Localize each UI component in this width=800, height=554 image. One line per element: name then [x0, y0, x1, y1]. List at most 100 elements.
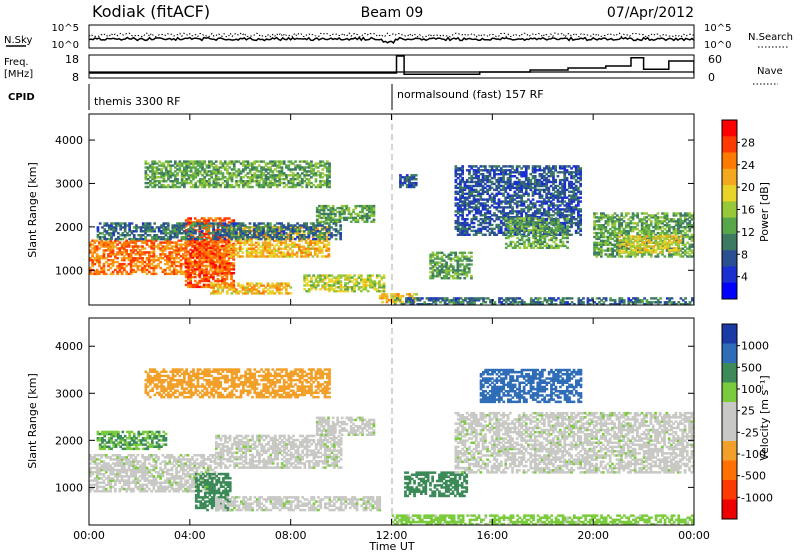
power-cell — [415, 182, 418, 184]
power-cell — [228, 244, 231, 246]
power-cell — [285, 184, 288, 186]
power-cell — [470, 218, 473, 220]
power-cell — [455, 226, 458, 228]
power-cell — [214, 217, 217, 219]
power-cell — [189, 272, 192, 274]
power-cell — [116, 247, 119, 249]
power-cell — [529, 214, 532, 216]
power-cell — [325, 213, 328, 215]
power-cell — [251, 162, 254, 164]
power-cell — [367, 274, 370, 276]
power-cell — [139, 269, 142, 271]
power-cell — [123, 241, 126, 243]
power-cell — [410, 182, 413, 184]
power-cell — [184, 241, 187, 243]
power-cell — [559, 191, 562, 193]
power-cell — [401, 182, 404, 184]
power-cell — [321, 164, 324, 166]
power-cell — [179, 160, 182, 162]
power-cell — [122, 232, 125, 234]
power-cell — [366, 205, 369, 207]
power-cell — [498, 191, 501, 193]
power-cell — [321, 160, 324, 162]
power-cell — [232, 272, 235, 274]
power-cell — [514, 198, 517, 200]
power-cell — [159, 241, 162, 243]
power-cell — [244, 160, 247, 162]
power-cell — [518, 204, 521, 206]
power-cell — [116, 261, 119, 263]
power-cell — [264, 255, 267, 257]
power-cell — [259, 249, 262, 251]
power-cell — [319, 222, 322, 224]
power-cell — [543, 167, 546, 169]
station-title: Kodiak (fitACF) — [92, 2, 210, 21]
power-cell — [94, 240, 97, 242]
power-cell — [317, 174, 320, 176]
power-cell — [123, 267, 126, 269]
power-cell — [168, 265, 171, 267]
power-cell — [486, 175, 489, 177]
power-cell — [354, 213, 357, 215]
power-cell — [463, 252, 466, 254]
power-cell — [224, 282, 227, 284]
power-cell — [99, 222, 102, 224]
power-cell — [360, 274, 363, 276]
power-cell — [541, 212, 544, 214]
power-cell — [317, 162, 320, 164]
power-cell — [493, 212, 496, 214]
power-cell — [554, 165, 557, 167]
power-cell — [275, 244, 278, 246]
power-cell — [520, 171, 523, 173]
power-cell — [393, 293, 396, 295]
power-cell — [470, 226, 473, 228]
power-cell — [147, 186, 150, 188]
power-cell — [276, 226, 279, 228]
power-cell — [258, 222, 261, 224]
power-cell — [450, 252, 453, 254]
power-cell — [370, 205, 373, 207]
power-cell — [514, 181, 517, 183]
power-cell — [226, 260, 229, 262]
power-cell — [507, 173, 510, 175]
power-cell — [221, 226, 224, 228]
power-cell — [235, 180, 238, 182]
power-region-6 — [210, 282, 292, 294]
power-cell — [165, 222, 168, 224]
power-cell — [457, 256, 460, 258]
power-cell — [327, 205, 330, 207]
power-cell — [470, 175, 473, 177]
power-cell — [167, 184, 170, 186]
power-cell — [199, 170, 202, 172]
power-cell — [511, 165, 514, 167]
power-cell — [267, 282, 270, 284]
power-cell — [335, 238, 338, 240]
power-cell — [159, 267, 162, 269]
power-cell — [301, 178, 304, 180]
power-cell — [289, 228, 292, 230]
power-cell — [96, 245, 99, 247]
power-cell — [489, 210, 492, 212]
power-cell — [457, 202, 460, 204]
power-cell — [276, 180, 279, 182]
power-cell — [507, 200, 510, 202]
power-cell — [197, 180, 200, 182]
power-cell — [511, 206, 514, 208]
power-cell — [477, 224, 480, 226]
power-cell — [358, 286, 361, 288]
power-cell — [353, 274, 356, 276]
power-cell — [482, 169, 485, 171]
power-cell — [256, 160, 259, 162]
power-cell — [301, 172, 304, 174]
power-cell — [335, 222, 338, 224]
power-cell — [351, 280, 354, 282]
power-cell — [167, 222, 170, 224]
power-cell — [166, 273, 169, 275]
freq-left-bottom: 8 — [72, 71, 79, 84]
power-cell — [292, 172, 295, 174]
power-cell — [230, 284, 233, 286]
power-cell — [477, 228, 480, 230]
power-cell — [214, 253, 217, 255]
power-cell — [367, 290, 370, 292]
power-cell — [141, 267, 144, 269]
